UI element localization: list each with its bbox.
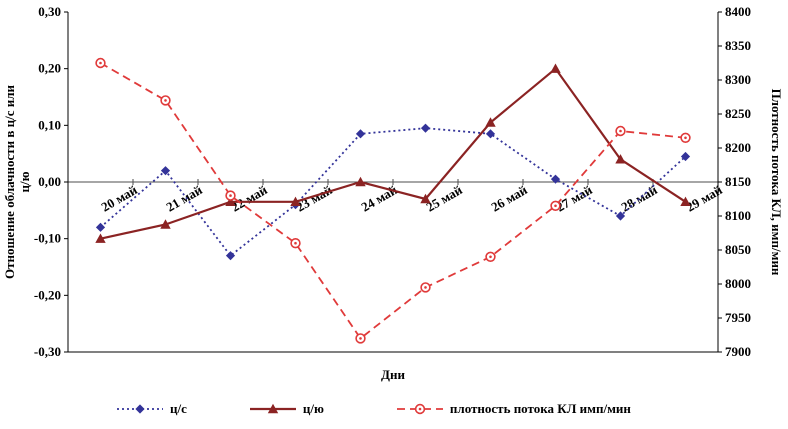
legend-item-cs: ц/с (116, 401, 187, 417)
legend-swatch-kl-flux-icon (396, 403, 443, 415)
category-label: 23 май (294, 182, 336, 215)
series-1-marker (355, 176, 366, 187)
category-label-group: 26 май (489, 182, 531, 215)
legend-marker-dot (418, 407, 422, 411)
category-label-group: 29 май (684, 182, 726, 215)
right-tick-label: 8350 (725, 38, 751, 53)
series-2-marker-dot (489, 255, 492, 259)
category-label: 25 май (424, 182, 466, 215)
series-1-marker (615, 154, 626, 164)
series-line-1 (100, 67, 687, 240)
legend: ц/с ц/ю плотность потока КЛ имп/мин (0, 397, 788, 421)
left-tick-label: -0,10 (34, 231, 61, 246)
category-label: 29 май (684, 182, 726, 215)
right-tick-label: 8300 (725, 72, 751, 87)
category-label-group: 25 май (424, 182, 466, 215)
series-2-marker-dot (229, 194, 232, 197)
series-2-marker-dot (424, 286, 427, 289)
series-1-marker (485, 117, 496, 127)
right-tick-label: 7900 (725, 344, 751, 359)
category-label: 20 май (99, 182, 141, 215)
series-0-marker (355, 129, 366, 139)
series-0-marker (225, 251, 236, 261)
right-tick-label: 8250 (725, 106, 751, 121)
legend-swatch-cyu-icon (249, 403, 296, 414)
category-label: 26 май (489, 182, 531, 215)
category-label-group: 20 май (99, 182, 141, 215)
legend-label-cs: ц/с (170, 401, 187, 416)
left-tick-label: 0,10 (38, 117, 61, 132)
series-1-marker (225, 196, 236, 207)
series-0-marker (550, 174, 561, 184)
left-tick-label: 0,30 (38, 4, 61, 19)
right-tick-label: 8200 (725, 140, 751, 155)
right-tick-label: 8150 (725, 174, 751, 189)
x-axis-title: Дни (381, 367, 405, 382)
series-1-marker (420, 193, 431, 204)
plot-area: 0,30 0,20 0,10 0,00 -0,10 -0,20 -0,30 8400 8350 8… (2, 4, 784, 359)
series-1-marker (680, 196, 691, 207)
series-1-marker (550, 63, 561, 73)
right-tick-label: 8050 (725, 242, 751, 257)
legend-swatch-cs-icon (117, 404, 163, 414)
right-tick-label: 8100 (725, 208, 751, 223)
legend-item-kl-flux: плотность потока КЛ имп/мин (396, 401, 631, 417)
category-label: 28 май (619, 182, 661, 215)
series-0-marker (95, 222, 106, 232)
series-2-marker-dot (99, 61, 102, 65)
legend-label-cyu: ц/ю (302, 401, 324, 416)
left-tick-label: 0,20 (38, 61, 61, 76)
series-2-marker-dot (684, 136, 687, 140)
right-tick-label: 8400 (725, 4, 751, 19)
category-label: 21 май (164, 182, 206, 215)
category-label-group: 21 май (164, 182, 206, 215)
legend-marker (135, 404, 145, 414)
series-1-marker (290, 196, 301, 207)
series-2-marker-dot (554, 204, 557, 208)
series-1-marker (160, 219, 171, 229)
series-2-marker-dot (294, 241, 297, 245)
right-axis-title: Плотность потока КЛ, имп/мин (769, 89, 784, 276)
category-label-group: 23 май (294, 182, 336, 215)
legend-item-cyu: ц/ю (249, 401, 324, 417)
category-label-group: 28 май (619, 182, 661, 215)
left-tick-label: -0,20 (34, 287, 61, 302)
series-0-marker (680, 151, 691, 162)
left-axis-title: ц/ю (17, 171, 32, 192)
series-2-marker-dot (619, 129, 622, 133)
left-axis-title: Отношение облачности в ц/с или (2, 84, 17, 279)
series-0-marker (485, 129, 496, 139)
left-tick-label: -0,30 (34, 344, 61, 359)
series-0-marker (615, 211, 626, 221)
series-2-marker-dot (359, 337, 362, 340)
series-0-marker (160, 166, 171, 176)
right-tick-label: 7950 (725, 310, 751, 325)
legend-marker (267, 403, 279, 414)
series-0-marker (420, 123, 431, 133)
series-line-2 (100, 62, 686, 340)
left-tick-label: 0,00 (38, 174, 61, 189)
legend-label-kl-flux: плотность потока КЛ имп/мин (449, 401, 631, 416)
right-tick-label: 8000 (725, 276, 751, 291)
series-2-marker-dot (164, 99, 167, 102)
series-1-marker (95, 233, 106, 243)
